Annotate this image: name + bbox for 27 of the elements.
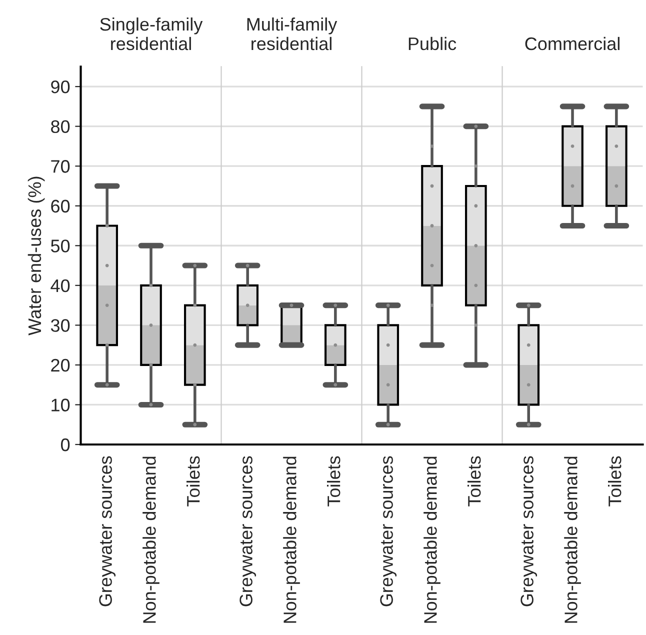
chart-title: Public <box>408 36 456 50</box>
y-tick-label: 40 <box>50 279 70 292</box>
x-tick-label: Greywater sources <box>380 456 397 606</box>
x-tick-label: Toilets <box>327 456 340 506</box>
x-tick-label: Toilets <box>608 456 622 506</box>
y-tick-label: 50 <box>50 240 70 252</box>
x-tick-label: Non-potable demand <box>283 456 300 623</box>
y-tick-label: 20 <box>51 358 70 372</box>
x-tick-label: Non-potable demand <box>424 456 440 623</box>
y-tick-label: 0 <box>61 438 70 452</box>
chart-title: Commercial <box>525 36 620 50</box>
y-tick-label: 80 <box>51 120 70 134</box>
y-tick-label: 70 <box>51 160 70 173</box>
x-tick-label: Non-potable demand <box>564 456 581 623</box>
x-tick-label: Greywater sources <box>99 456 116 606</box>
chart-title: Single-family residential <box>100 17 203 50</box>
chart-title: Multi-family residential <box>247 17 338 50</box>
x-tick-label: Non-potable demand <box>142 456 160 623</box>
x-tick-label: Greywater sources <box>520 456 538 606</box>
y-tick-label: 10 <box>52 398 70 412</box>
x-tick-label: Greywater sources <box>240 456 256 606</box>
x-tick-label: Toilets <box>186 456 200 506</box>
y-tick-label: 60 <box>51 200 70 213</box>
y-tick-label: 90 <box>51 80 70 94</box>
y-tick-label: 30 <box>50 319 70 332</box>
y-axis-title: Water end-uses (%) <box>28 176 45 336</box>
x-tick-label: Toilets <box>468 456 481 506</box>
